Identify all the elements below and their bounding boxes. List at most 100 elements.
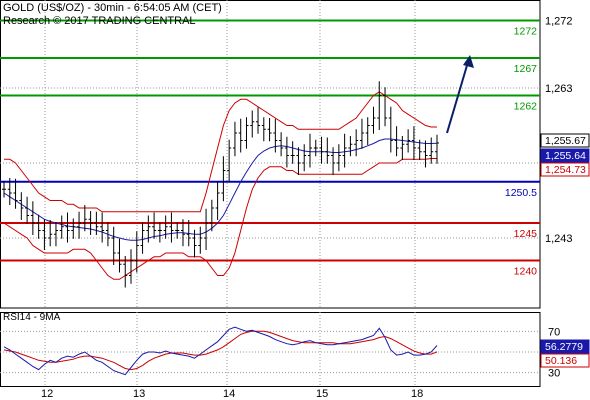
price-bar [65,212,70,243]
price-bar [383,87,388,127]
x-tick-label: 14 [223,388,235,400]
price-bar [140,222,145,254]
price-bar [192,229,197,258]
price-bar [273,118,278,153]
price-bar [394,126,399,157]
price-bar [307,133,312,168]
price-bar [411,126,416,160]
price-bar [30,201,35,235]
price-bar [256,107,261,134]
price-bar [417,139,422,160]
price-bar [48,220,53,247]
price-tag-label: 1,254.73 [545,164,586,176]
price-bar [100,212,105,243]
price-bar [302,144,307,172]
price-bar [227,139,232,183]
y-tick-label: 1,263 [545,83,573,95]
price-bar [435,134,439,164]
price-bar [42,219,47,250]
price-bar [152,212,157,239]
price-bar [53,222,58,247]
price-bar [209,199,214,232]
rsi-tag-label: 50.136 [545,355,577,367]
price-bar [365,117,370,145]
price-bar [129,249,134,284]
level-label: 1245 [514,228,538,240]
price-bar [117,238,122,273]
price-bar [25,196,30,224]
price-bar [134,231,139,273]
price-bar [261,117,266,142]
price-bar [175,222,180,239]
rsi-title: RSI14 - 9MA [3,312,61,323]
price-bar [204,208,209,250]
price-bar [313,139,318,157]
rsi-y-tick-label: 30 [548,368,560,380]
price-bar [157,222,162,243]
price-bar [348,136,353,157]
price-bar [169,212,174,243]
price-bar [331,147,336,175]
price-bar [250,110,255,138]
price-bar [221,156,226,202]
price-bar [186,220,191,247]
x-tick-label: 18 [411,388,423,400]
price-tag-box [540,162,590,177]
x-tick-label: 15 [316,388,328,400]
price-bar [123,256,128,288]
price-bar [325,137,330,164]
level-label: 1267 [514,63,538,75]
price-bar [77,211,82,239]
price-bar [244,117,249,149]
rsi-panel-border [0,312,541,387]
chart-subtitle: Research © 2017 TRADING CENTRAL [3,15,196,27]
price-bar [267,118,272,142]
price-bar [400,136,405,160]
x-tick-label: 12 [41,388,53,400]
price-bar [94,211,99,235]
x-tick-label: 13 [133,388,145,400]
price-bar [105,222,110,247]
rsi-tag-box [540,339,590,354]
price-bar [371,106,376,134]
price-tag-label: 1,255.67 [545,135,586,147]
price-tag: 1,254.73 [540,162,590,177]
rsi-tag-label: 56.2779 [545,341,583,353]
price-bar [279,132,284,157]
bollinger-lower-line [3,158,437,280]
price-bar [19,192,24,220]
level-label: 1240 [514,266,538,278]
price-bar [423,140,428,168]
price-bar [59,215,64,239]
y-tick-label: 1,243 [545,233,573,245]
price-bar [88,211,93,235]
price-panel-border [0,0,541,309]
forecast-arrow-shaft [446,61,469,134]
bollinger-upper-line [4,91,437,213]
price-bar [354,129,359,157]
price-bar [336,144,341,172]
price-bar [429,137,434,164]
price-tag-box [540,148,590,163]
price-bar [406,129,411,153]
price-bar [13,178,18,209]
chart-title: GOLD (US$/OZ) - 30min - 6:54:05 AM (CET) [3,2,222,14]
y-tick-label: 1,272 [545,16,573,28]
rsi-ma-line [3,330,438,371]
moving-average-line [3,138,438,241]
price-bar [71,218,76,239]
price-bar [163,215,168,239]
price-bar [377,81,382,130]
price-bar [198,226,203,254]
rsi-tag-box [540,353,590,368]
price-bar [290,141,295,164]
price-bar [284,136,289,168]
price-tag: 1,255.67 [540,133,590,148]
price-bar [7,178,12,205]
rsi-tag: 50.136 [540,353,590,368]
price-bar [232,121,237,157]
price-bar [82,205,87,232]
price-bar [388,106,393,153]
